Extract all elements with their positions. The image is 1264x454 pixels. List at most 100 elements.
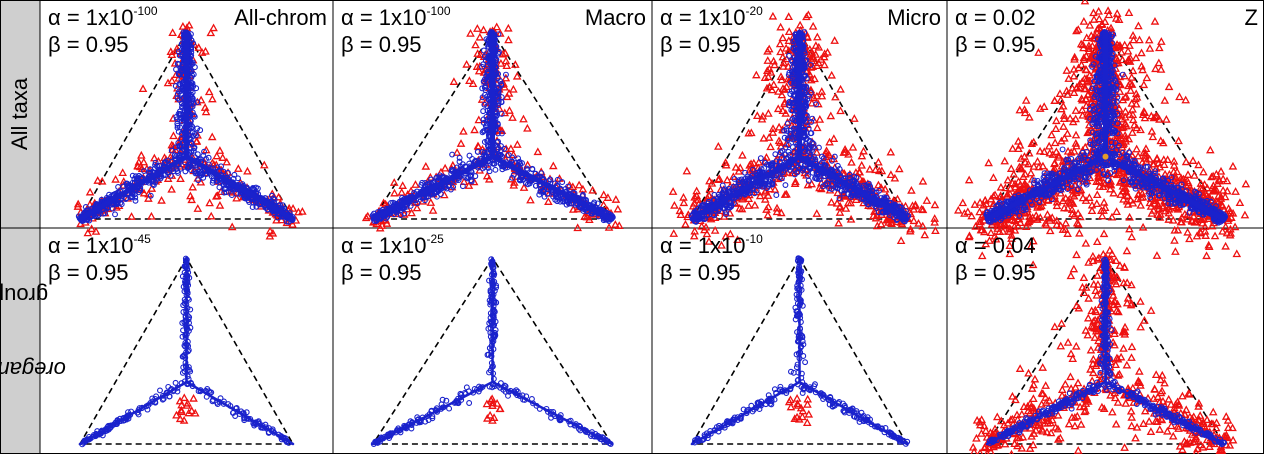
circle-point <box>173 153 180 160</box>
circle-point <box>790 125 797 132</box>
triangle-point <box>1142 73 1152 82</box>
circle-point <box>468 178 475 185</box>
triangle-point <box>782 189 791 198</box>
circle-point <box>815 144 822 151</box>
triangle-point <box>690 226 700 235</box>
triangle-point <box>512 71 522 80</box>
circle-point <box>414 200 421 207</box>
triangle-point <box>679 192 688 201</box>
triangle-point <box>765 64 774 73</box>
triangle-point <box>768 11 778 20</box>
circle-point <box>538 170 545 177</box>
triangle-point <box>827 197 836 206</box>
triangle-point <box>958 198 968 207</box>
triangle-point <box>841 204 851 212</box>
triangle-point <box>1181 157 1191 166</box>
circle-point <box>429 179 436 186</box>
circle-point <box>164 157 171 164</box>
triangle-point <box>905 226 915 235</box>
circle-point <box>742 175 748 182</box>
arm-dense-2 <box>184 154 296 222</box>
triangle-point <box>206 211 216 220</box>
triangle-point <box>752 111 762 120</box>
triangle-point <box>178 22 188 30</box>
triangle-point <box>1230 222 1240 231</box>
circle-point <box>129 172 136 179</box>
circle-point <box>474 148 481 155</box>
triangle-point <box>482 171 492 180</box>
circle-point <box>231 171 238 178</box>
triangle-point <box>806 85 816 94</box>
triangle-point <box>922 196 932 204</box>
triangle-point <box>1221 241 1230 250</box>
triangle-point <box>735 163 745 172</box>
circle-point <box>235 175 241 182</box>
circle-point <box>787 151 793 158</box>
triangle-point <box>770 185 780 193</box>
circle-point <box>818 153 825 160</box>
triangle-point <box>834 218 843 227</box>
triangle-point <box>1050 138 1060 147</box>
triangle-point <box>705 184 715 193</box>
triangle-point <box>715 174 724 183</box>
triangle-point <box>474 66 484 75</box>
triangle-point <box>817 87 827 95</box>
triangle-point <box>470 125 479 134</box>
triangle-point <box>603 193 613 201</box>
circle-point <box>177 71 183 78</box>
triangle-point <box>505 106 514 114</box>
circle-point <box>422 179 429 186</box>
triangle-point <box>1171 247 1180 255</box>
triangle-point <box>196 95 206 104</box>
triangle-point <box>1055 89 1065 97</box>
circle-point <box>803 57 810 64</box>
circle-point <box>834 162 841 169</box>
triangle-point <box>802 12 811 21</box>
triangle-point <box>176 174 185 183</box>
circle-point <box>772 151 779 158</box>
triangle-point <box>886 147 896 156</box>
triangle-point <box>918 205 928 214</box>
triangle-point <box>504 35 513 44</box>
triangle-point <box>780 99 789 108</box>
triangle-point <box>670 200 679 209</box>
triangle-point <box>682 166 692 175</box>
triangle-point <box>705 176 714 185</box>
triangle-point <box>911 200 920 209</box>
circle-point <box>541 193 548 200</box>
triangle-point <box>1026 168 1036 177</box>
triangle-point <box>167 184 176 193</box>
triangle-point <box>1174 136 1183 145</box>
triangle-point <box>752 70 761 79</box>
triangle-point <box>836 106 845 115</box>
triangle-point <box>835 201 845 210</box>
circle-point <box>591 199 598 206</box>
circle-point <box>552 196 559 203</box>
circle-point <box>902 208 909 214</box>
circle-point <box>498 99 505 106</box>
triangle-point <box>513 140 522 148</box>
triangle-point <box>848 142 858 151</box>
triangle-point <box>509 84 518 93</box>
triangle-point <box>1033 156 1042 165</box>
triangle-point <box>833 188 842 197</box>
triangle-point <box>859 146 868 155</box>
circle-point <box>719 182 726 189</box>
circle-point <box>503 71 509 78</box>
triangle-point <box>1160 96 1170 104</box>
circle-point <box>808 130 815 137</box>
row-label-bg-all-taxa <box>0 0 40 228</box>
triangle-point <box>907 185 916 194</box>
circle-point <box>562 186 569 192</box>
triangle-point <box>707 178 717 187</box>
circle-point <box>515 155 522 162</box>
triangle-point <box>389 178 399 186</box>
circle-point <box>828 186 835 192</box>
circle-point <box>150 182 157 189</box>
triangle-point <box>288 220 297 228</box>
triangle-point <box>397 187 407 196</box>
triangle-point <box>523 123 532 132</box>
triangle-point <box>1206 145 1215 154</box>
circle-point <box>813 101 819 108</box>
triangle-point <box>778 84 788 92</box>
